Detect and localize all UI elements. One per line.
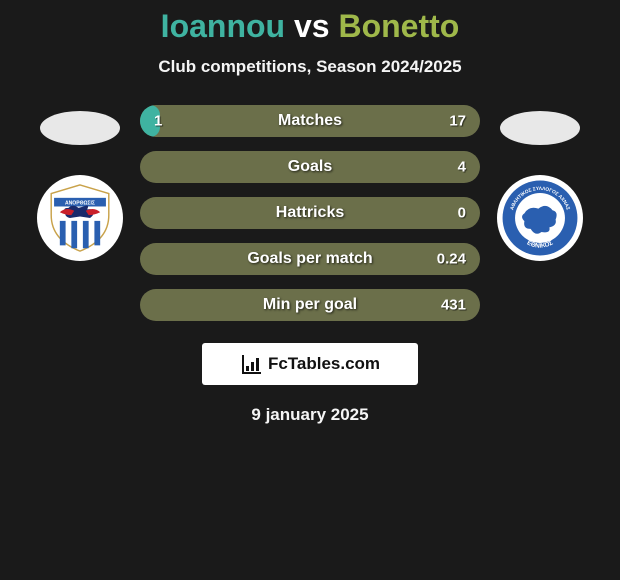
stat-pill: 1 Matches 17 [140, 105, 480, 137]
player1-column: ANOPΘΩΣΙΣ [20, 105, 140, 261]
brand-box[interactable]: FcTables.com [202, 343, 418, 385]
stat-right-value: 431 [441, 297, 466, 314]
stat-right-value: 0.24 [437, 251, 466, 268]
stat-right-value: 4 [458, 159, 466, 176]
stat-label: Hattricks [276, 204, 344, 222]
comparison-title: Ioannou vs Bonetto [0, 8, 620, 45]
stat-pill: Hattricks 0 [140, 197, 480, 229]
infographic-container: Ioannou vs Bonetto Club competitions, Se… [0, 0, 620, 425]
stat-label: Goals per match [247, 250, 372, 268]
player2-column: ΑΘΛΗΤΙΚΟΣ ΣΥΛΛΟΓΟΣ ΑΧΝΑΣ ΕΘΝΙΚΟΣ [480, 105, 600, 261]
date-text: 9 january 2025 [0, 405, 620, 425]
chart-icon [240, 352, 264, 376]
main-row: ANOPΘΩΣΙΣ 1 Matches 17 Goals 4 Hattricks 0 Goal… [0, 105, 620, 321]
player1-club-badge: ANOPΘΩΣΙΣ [37, 175, 123, 261]
brand-text: FcTables.com [268, 354, 380, 374]
stat-label: Goals [288, 158, 332, 176]
stat-pill: Goals 4 [140, 151, 480, 183]
player2-club-badge: ΑΘΛΗΤΙΚΟΣ ΣΥΛΛΟΓΟΣ ΑΧΝΑΣ ΕΘΝΙΚΟΣ [497, 175, 583, 261]
stat-right-value: 0 [458, 205, 466, 222]
svg-text:ANOPΘΩΣΙΣ: ANOPΘΩΣΙΣ [65, 200, 95, 206]
vs-text: vs [294, 8, 330, 44]
player2-name: Bonetto [338, 8, 459, 44]
stat-pill: Goals per match 0.24 [140, 243, 480, 275]
player1-name: Ioannou [161, 8, 285, 44]
club-badge-left-icon: ANOPΘΩΣΙΣ [44, 182, 116, 254]
stat-right-value: 17 [449, 113, 466, 130]
stat-label: Min per goal [263, 296, 357, 314]
stat-pill: Min per goal 431 [140, 289, 480, 321]
player2-avatar [500, 111, 580, 145]
stat-left-value: 1 [154, 113, 162, 130]
subtitle: Club competitions, Season 2024/2025 [0, 57, 620, 77]
stat-label: Matches [278, 112, 342, 130]
club-badge-right-icon: ΑΘΛΗΤΙΚΟΣ ΣΥΛΛΟΓΟΣ ΑΧΝΑΣ ΕΘΝΙΚΟΣ [501, 179, 579, 257]
player1-avatar [40, 111, 120, 145]
stats-column: 1 Matches 17 Goals 4 Hattricks 0 Goals per matc… [140, 105, 480, 321]
